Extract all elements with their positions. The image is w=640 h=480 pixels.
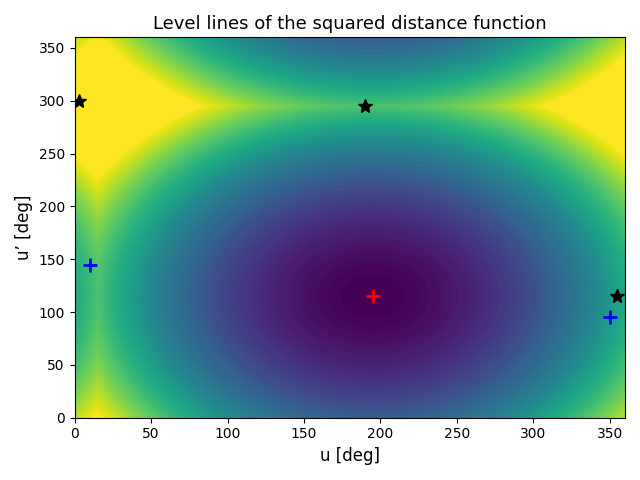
Title: Level lines of the squared distance function: Level lines of the squared distance func… — [153, 15, 547, 33]
Y-axis label: u’ [deg]: u’ [deg] — [15, 195, 33, 260]
X-axis label: u [deg]: u [deg] — [320, 447, 380, 465]
